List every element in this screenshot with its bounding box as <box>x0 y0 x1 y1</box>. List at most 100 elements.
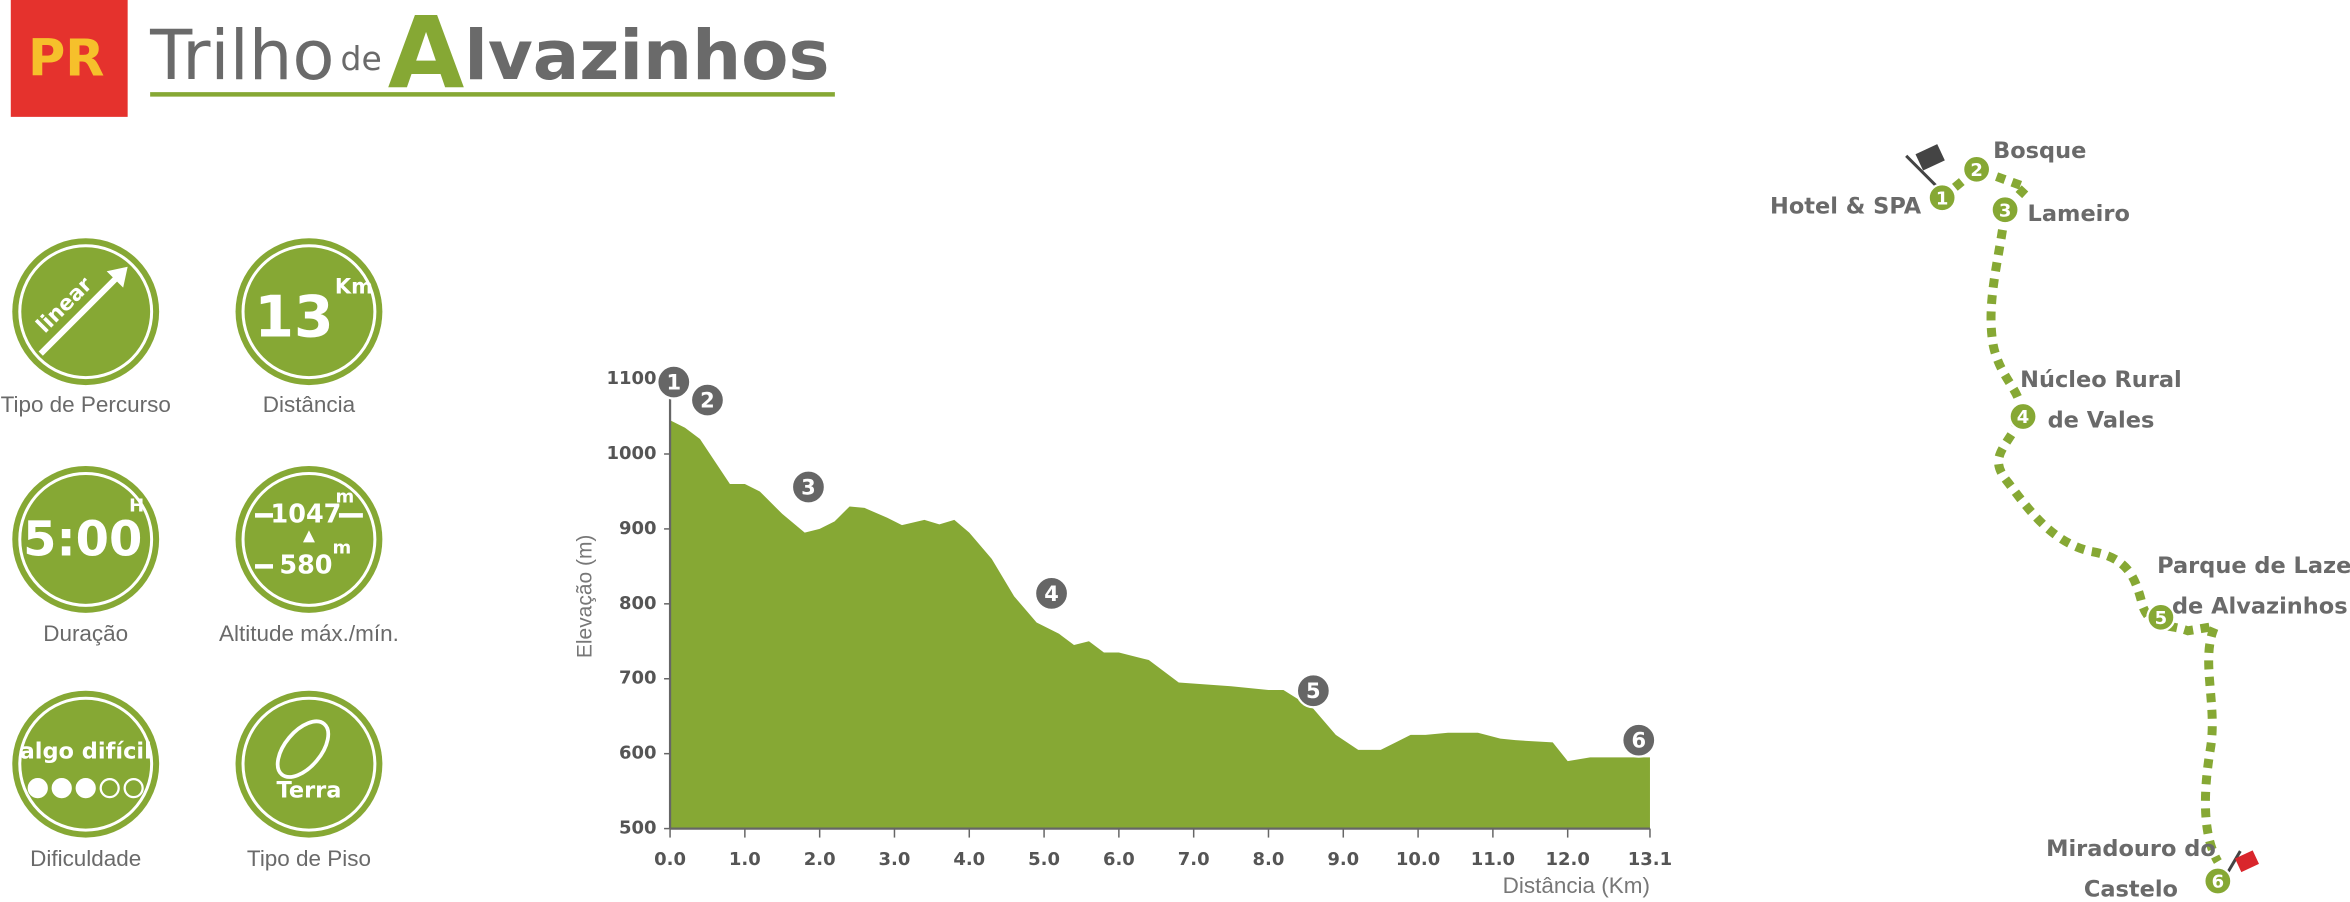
icon-text: Terra <box>277 778 342 804</box>
icon-text: m <box>336 486 355 507</box>
x-tick-label: 10.0 <box>1396 849 1440 870</box>
waypoint-marker <box>656 364 692 400</box>
stat-label: Tipo de Percurso <box>1 392 171 417</box>
y-tick-label: 700 <box>619 668 657 689</box>
x-tick-label: 0.0 <box>654 849 686 870</box>
icon-text: Km <box>335 275 373 299</box>
stat-ring <box>18 696 154 832</box>
map-label: Miradouro do <box>2046 836 2216 862</box>
x-tick-label: 4.0 <box>953 849 985 870</box>
waypoint-number: 5 <box>1306 679 1321 703</box>
x-tick-label: 7.0 <box>1178 849 1210 870</box>
x-tick-label: 11.0 <box>1471 849 1515 870</box>
x-tick-label: 1.0 <box>729 849 761 870</box>
waypoint-marker <box>1295 673 1331 709</box>
map-label: Castelo <box>2084 877 2178 902</box>
x-tick-label: 3.0 <box>879 849 911 870</box>
title-part: de <box>341 38 382 77</box>
route-map: 1 Hotel & SPA 2 Bosque 3 Lameiro 4 Núcleo Rural… <box>1770 138 2350 902</box>
icon-text: 5:00 <box>23 512 142 567</box>
map-label: Núcleo Rural <box>2020 367 2182 393</box>
title: Trilho deAlvazinhos <box>149 0 829 111</box>
waypoint-number: 4 <box>1044 582 1059 606</box>
badge: PR <box>28 29 105 88</box>
end-flag <box>2224 850 2259 878</box>
waypoint-marker <box>689 382 726 418</box>
map-node <box>2146 602 2176 632</box>
elevation-chart: 500 600 700 800 900 1000 1100 0.0 1.0 2.0 3.0 4.0 5.… <box>574 364 1672 898</box>
stat-circle <box>235 690 383 838</box>
map-node-number: 2 <box>1970 160 1983 181</box>
y-tick-label: 800 <box>619 593 657 614</box>
difficulty-dot <box>123 778 144 799</box>
badge-bg <box>10 0 128 117</box>
icon-text: 1047 <box>271 499 342 529</box>
icon-arrow <box>38 270 124 356</box>
y-axis-title: Elevação (m) <box>574 535 597 659</box>
stat-circle <box>12 690 160 838</box>
stat-ring <box>18 244 154 380</box>
icon-shoe <box>275 719 331 779</box>
waypoint-number: 1 <box>667 371 682 395</box>
x-tick-label: 6.0 <box>1103 849 1135 870</box>
y-tick-label: 1100 <box>607 368 657 389</box>
map-node <box>1990 195 2020 225</box>
icon-arrowhead <box>302 530 315 543</box>
stat-circle <box>235 238 383 386</box>
icon-text: 13 <box>254 284 333 350</box>
map-node <box>1927 183 1957 213</box>
x-tick-label: 2.0 <box>804 849 836 870</box>
waypoint-marker <box>1033 575 1070 611</box>
stat-label: Duração <box>43 621 128 646</box>
map-label: Bosque <box>1993 138 2086 164</box>
stat-label: Tipo de Piso <box>247 846 371 871</box>
icon-text: algo difícil <box>20 739 152 765</box>
map-label: Lameiro <box>2028 201 2130 227</box>
difficulty-dot <box>75 778 96 799</box>
title-part: lvazinhos <box>464 16 829 96</box>
icon-text: m <box>333 537 352 558</box>
y-tick-label: 500 <box>619 818 657 839</box>
stat-label: Dificuldade <box>30 846 141 871</box>
map-node-number: 5 <box>2155 608 2168 629</box>
x-axis-title: Distância (Km) <box>1503 873 1650 898</box>
y-tick-label: 600 <box>619 743 657 764</box>
x-tick-label: 9.0 <box>1327 849 1359 870</box>
x-tick-label: 13.1 <box>1628 849 1672 870</box>
waypoint-number: 3 <box>801 475 816 499</box>
y-tick-label: 900 <box>619 518 657 539</box>
waypoint-marker <box>1621 722 1657 758</box>
map-node <box>2008 401 2038 432</box>
difficulty-dot <box>27 778 48 799</box>
waypoint-number: 6 <box>1631 729 1646 753</box>
map-label: Parque de Lazer <box>2157 553 2350 579</box>
map-node-number: 3 <box>1999 200 2012 221</box>
y-tick-label: 1000 <box>607 443 657 464</box>
icon-text: H <box>129 495 144 516</box>
map-label: de Alvazinhos <box>2172 593 2348 619</box>
x-tick-label: 5.0 <box>1028 849 1060 870</box>
map-label: de Vales <box>2048 408 2155 434</box>
map-node-number: 1 <box>1936 188 1949 209</box>
map-node <box>2203 866 2233 896</box>
stat-label: Distância <box>263 392 356 417</box>
waypoint-marker <box>790 469 827 505</box>
map-node <box>1962 154 1992 184</box>
icon-arrowhead <box>106 266 128 288</box>
elevation-area <box>670 420 1650 829</box>
icon-text: 580 <box>279 550 332 580</box>
map-node-number: 4 <box>2017 407 2030 428</box>
map-node-number: 6 <box>2212 872 2225 893</box>
x-tick-label: 8.0 <box>1253 849 1285 870</box>
stat-ring <box>241 471 377 607</box>
title-part: Trilho <box>149 16 334 96</box>
route <box>1939 164 2223 864</box>
start-flag <box>1905 144 1945 187</box>
waypoint-number: 2 <box>700 389 715 413</box>
difficulty-dot <box>99 778 120 799</box>
map-label: Hotel & SPA <box>1770 193 1922 219</box>
stat-ring <box>241 244 377 380</box>
stat-label: Altitude máx./mín. <box>219 621 399 646</box>
